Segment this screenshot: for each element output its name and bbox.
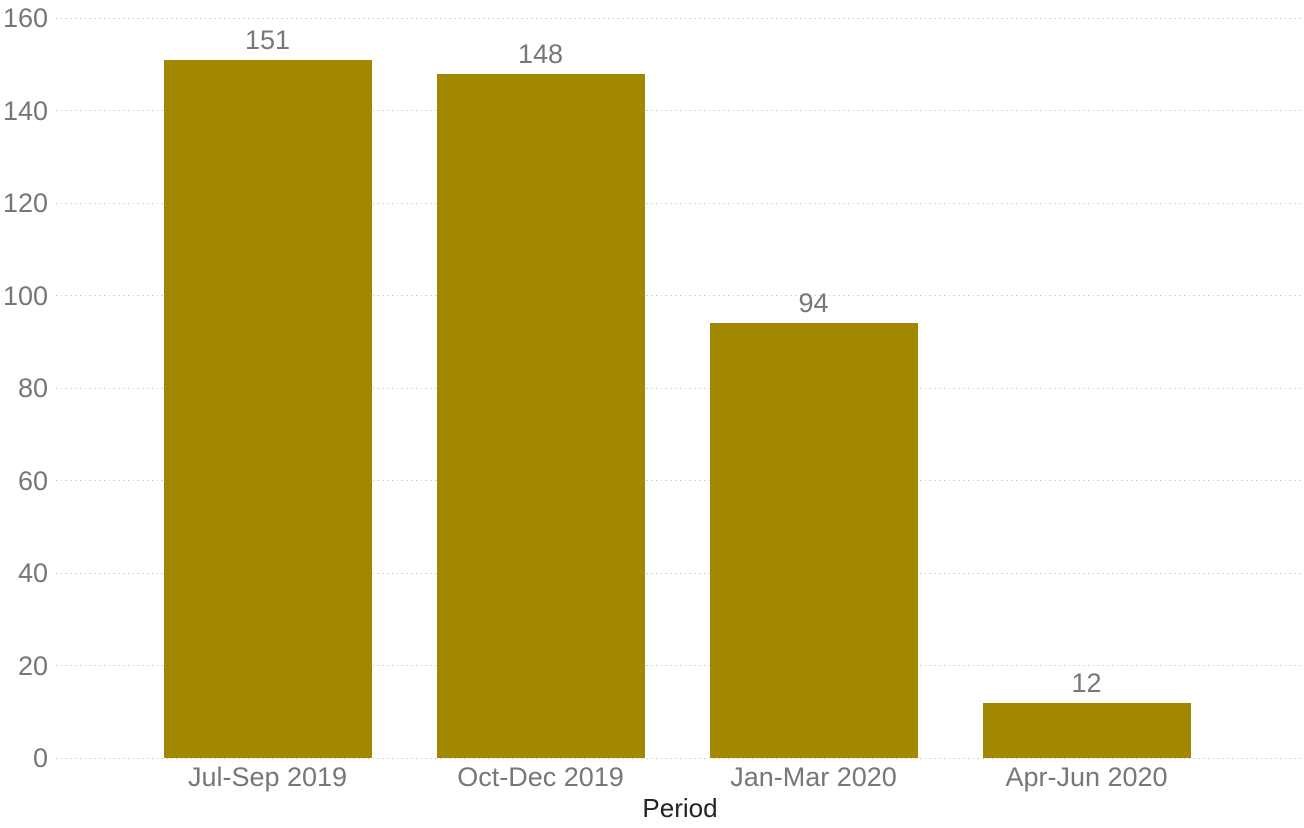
gridline: [56, 110, 1304, 111]
gridline: [56, 202, 1304, 204]
x-tick-label: Apr-Jun 2020: [1005, 762, 1168, 792]
y-tick-label: 80: [17, 373, 48, 403]
gridline: [56, 757, 1304, 759]
y-tick-label: 140: [2, 95, 48, 126]
x-axis-title: Period: [642, 793, 718, 823]
bar-value-label: 12: [1071, 667, 1102, 698]
y-tick-label: 20: [17, 650, 48, 681]
y-tick-label: 40: [17, 558, 48, 588]
bar-value-label: 148: [517, 38, 564, 69]
gridline: [56, 387, 1304, 389]
x-tick-label: Oct-Dec 2019: [457, 762, 624, 792]
bar-jan-mar-2020[interactable]: [709, 323, 918, 758]
bar-apr-jun-2020[interactable]: [982, 702, 1191, 758]
bar-jul-sep-2019[interactable]: [163, 59, 372, 758]
gridline: [56, 572, 1304, 574]
bar-oct-dec-2019[interactable]: [436, 73, 645, 758]
y-tick-label: 160: [2, 3, 48, 33]
x-tick-label: Jul-Sep 2019: [187, 762, 348, 792]
x-tick-label: Jan-Mar 2020: [730, 762, 897, 792]
gridline: [56, 17, 1304, 19]
y-tick-label: 100: [2, 280, 48, 311]
y-tick-label: 120: [2, 188, 48, 218]
gridline: [56, 665, 1304, 666]
gridline: [56, 480, 1304, 481]
y-tick-label: 60: [17, 465, 48, 496]
gridline: [56, 295, 1304, 296]
bar-value-label: 151: [244, 24, 291, 55]
bar-value-label: 94: [798, 288, 829, 319]
y-tick-label: 0: [32, 743, 48, 773]
